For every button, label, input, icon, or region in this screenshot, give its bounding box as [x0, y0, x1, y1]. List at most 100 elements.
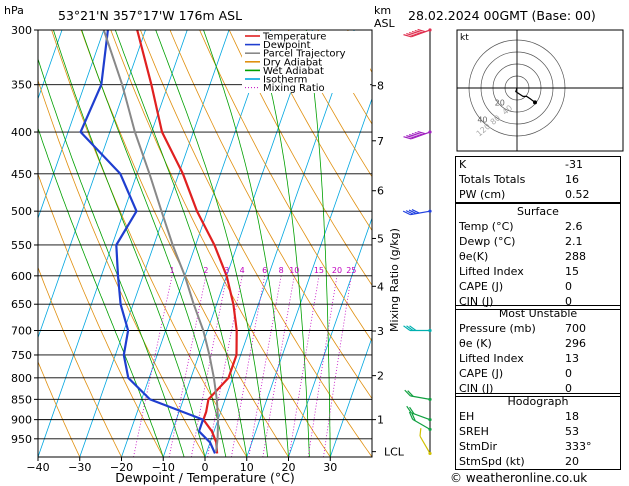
index-row: PW (cm) 0.52 — [456, 187, 620, 202]
mixing-ratio-label: 20 — [332, 266, 342, 275]
mixing-ratio-line — [168, 275, 207, 457]
pressure-tick-label: 750 — [11, 349, 32, 362]
surface-value: 0 — [565, 280, 572, 293]
dry-adiabat-line — [317, 30, 372, 125]
height-tick-label: 4 — [377, 280, 384, 293]
mixing-ratio-labels: 1 2 3 4 6 8 10 15 20 25 — [170, 266, 357, 275]
surface-row: Temp (°C) 2.6 — [456, 219, 620, 234]
surface-row: Dewp (°C) 2.1 — [456, 234, 620, 249]
height-axis: 8 7 6 5 4 3 2 1 LCL — [372, 80, 405, 459]
wet-adiabat-line — [38, 57, 185, 457]
isotherm-line — [0, 0, 43, 457]
most-unstable-title: Most Unstable — [498, 307, 578, 320]
mixing-ratio-line — [248, 275, 282, 457]
hodograph-label: StmDir — [459, 440, 498, 453]
wet-adiabat-line — [81, 30, 227, 457]
isotherm-line — [0, 0, 1, 457]
wet-adiabat-line — [305, 30, 331, 457]
most-unstable-row: CIN (J) 0 — [456, 381, 620, 396]
hodograph-ring-label: 40 — [477, 116, 487, 125]
pressure-axis: 300 350 400 450 500 550 600 650 700 750 800 850 900 9… — [11, 24, 38, 446]
temperature-line — [136, 30, 238, 454]
wind-barb — [419, 428, 432, 456]
dry-adiabat-line — [228, 30, 372, 287]
wind-barb — [408, 411, 432, 431]
x-axis-title: Dewpoint / Temperature (°C) — [115, 470, 294, 485]
surface-value: 0 — [565, 295, 572, 308]
most-unstable-row: Lifted Index 13 — [456, 351, 620, 366]
legend-background — [242, 31, 370, 93]
hodograph-label: StmSpd (kt) — [459, 455, 525, 468]
wind-barb — [403, 130, 432, 140]
temperature-tick-label: −20 — [110, 461, 133, 474]
most-unstable-value: 13 — [565, 352, 579, 365]
dry-adiabat-line — [287, 30, 372, 178]
wet-adiabat-line — [114, 30, 248, 457]
height-unit-label: km — [374, 4, 391, 17]
hodograph-label: SREH — [459, 425, 489, 438]
mixing-ratio-label: 3 — [224, 266, 229, 275]
mixing-ratio-label: 2 — [203, 266, 208, 275]
pressure-tick-label: 350 — [11, 79, 32, 92]
surface-label: CAPE (J) — [459, 280, 504, 293]
index-row: K -31 — [456, 157, 620, 172]
legend-label: Mixing Ratio — [263, 83, 325, 94]
wind-barb — [403, 325, 432, 333]
most-unstable-row: CAPE (J) 0 — [456, 366, 620, 381]
hodograph-value: 18 — [565, 410, 579, 423]
surface-label: CIN (J) — [459, 295, 494, 308]
chart-series — [79, 30, 238, 454]
isotherm-line — [38, 30, 188, 457]
isotherm-line — [38, 30, 146, 339]
hodograph-table: Hodograph EH 18 SREH 53 StmDir 333° StmSpd (kt… — [455, 393, 621, 470]
datetime-title: 28.02.2024 00GMT (Base: 00) — [408, 8, 596, 23]
most-unstable-table: Most Unstable Pressure (mb) 700 θe (K) 296 L… — [455, 305, 621, 397]
temperature-axis: −40 −30 −20 −10 0 10 20 30 — [26, 457, 337, 474]
mixing-ratio-line — [262, 275, 295, 457]
surface-title: Surface — [517, 205, 559, 218]
hodograph-title: Hodograph — [507, 395, 569, 408]
most-unstable-value: 0 — [565, 382, 572, 395]
most-unstable-label: CAPE (J) — [459, 367, 504, 380]
height-tick-label: 1 — [377, 414, 384, 427]
most-unstable-value: 0 — [565, 367, 572, 380]
mixing-ratio-label: 6 — [262, 266, 267, 275]
hodograph-row: StmDir 333° — [456, 439, 620, 454]
indices-table: K -31 Totals Totals 16 PW (cm) 0.52 — [455, 156, 621, 203]
index-label: PW (cm) — [459, 188, 506, 201]
pressure-tick-label: 800 — [11, 372, 32, 385]
mixing-ratio-label: 25 — [346, 266, 356, 275]
surface-value: 2.1 — [565, 235, 583, 248]
surface-value: 2.6 — [565, 220, 583, 233]
wet-adiabat-line — [203, 30, 289, 457]
pressure-tick-label: 550 — [11, 239, 32, 252]
surface-row: Lifted Index 15 — [456, 264, 620, 279]
pressure-tick-label: 850 — [11, 393, 32, 406]
height-tick-label: 3 — [377, 325, 384, 338]
hodograph-row: StmSpd (kt) 20 — [456, 454, 620, 469]
index-value: 16 — [565, 173, 579, 186]
most-unstable-row: θe (K) 296 — [456, 336, 620, 351]
mixing-ratio-label: 1 — [170, 266, 175, 275]
index-label: Totals Totals — [459, 173, 526, 186]
pressure-tick-label: 700 — [11, 325, 32, 338]
index-row: Totals Totals 16 — [456, 172, 620, 187]
location-title: 53°21'N 357°17'W 176m ASL — [58, 8, 242, 23]
hodograph-ring-label: 20 — [495, 98, 505, 107]
hodograph-frame — [456, 29, 624, 152]
height-tick-label: 8 — [377, 80, 384, 93]
wind-barb — [406, 405, 432, 422]
index-value: -31 — [565, 158, 583, 171]
footer-credit: © weatheronline.co.uk — [450, 471, 588, 485]
isotherm-line — [79, 30, 230, 457]
temperature-tick-label: 0 — [202, 461, 209, 474]
pressure-tick-label: 500 — [11, 205, 32, 218]
pressure-tick-label: 300 — [11, 24, 32, 37]
wind-barb — [403, 28, 432, 38]
temperature-tick-label: 10 — [240, 461, 254, 474]
mixing-ratio-line — [323, 275, 352, 457]
legend-label: Isotherm — [263, 75, 307, 86]
temperature-tick-label: −40 — [26, 461, 49, 474]
